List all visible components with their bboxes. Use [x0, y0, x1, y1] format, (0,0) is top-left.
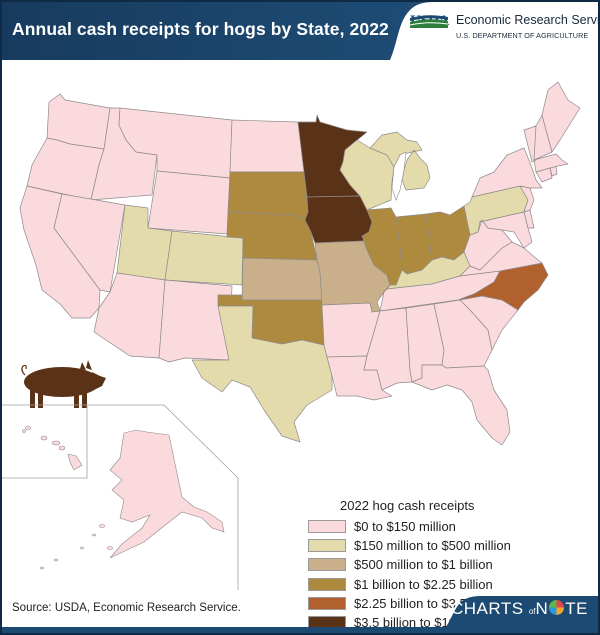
legend-item: $0 to $150 million [308, 517, 511, 536]
map-legend: 2022 hog cash receipts $0 to $150 millio… [308, 498, 511, 632]
page-title: Annual cash receipts for hogs by State, … [12, 19, 389, 39]
state-colorado[interactable] [164, 230, 244, 286]
us-map: 2022 hog cash receipts $0 to $150 millio… [2, 60, 598, 630]
lake-michigan [391, 151, 407, 201]
state-nevada[interactable] [53, 193, 126, 293]
pig-silhouette-icon [21, 360, 106, 408]
legend-item: $500 million to $1 billion [308, 555, 511, 574]
pie-chart-icon [549, 600, 565, 615]
legend-swatch [308, 577, 346, 591]
state-new-york[interactable] [471, 147, 543, 198]
usda-mark: USDA [410, 12, 450, 30]
state-vermont[interactable] [523, 125, 537, 163]
legend-item: $1 billion to $2.25 billion [308, 575, 511, 594]
legend-swatch [308, 520, 346, 534]
state-alaska[interactable] [109, 429, 225, 559]
state-massachusetts[interactable] [533, 153, 569, 173]
legend-swatch [308, 558, 346, 572]
state-north-carolina[interactable] [457, 262, 549, 311]
usda-ers-logo: USDA Economic Research Service U.S. DEPA… [368, 2, 598, 60]
legend-item: $150 million to $500 million [308, 536, 511, 555]
state-wyoming[interactable] [147, 170, 231, 235]
legend-swatch [308, 596, 346, 610]
legend-title: 2022 hog cash receipts [340, 498, 475, 513]
legend-label: $150 million to $500 million [354, 538, 511, 554]
source-note: Source: USDA, Economic Research Service. [12, 602, 241, 614]
footer-bar [2, 627, 598, 633]
agency-name: Economic Research Service [456, 13, 600, 27]
state-north-dakota[interactable] [229, 119, 305, 173]
legend-label: $1 billion to $2.25 billion [354, 576, 493, 592]
state-maine[interactable] [541, 81, 581, 153]
charts-of-note-wordmark: CHARTS ofN TE [450, 599, 588, 618]
state-ohio[interactable] [425, 205, 471, 261]
state-kansas[interactable] [241, 257, 323, 301]
usda-field-icon [410, 15, 448, 28]
state-texas[interactable] [191, 305, 333, 443]
department-name: U.S. DEPARTMENT OF AGRICULTURE [456, 31, 589, 40]
legend-swatch [308, 539, 346, 553]
state-new-mexico[interactable] [158, 279, 233, 363]
alaska-aleutians [39, 524, 114, 570]
legend-label: $500 million to $1 billion [354, 557, 493, 573]
legend-label: $0 to $150 million [354, 519, 456, 535]
state-hawaii[interactable] [22, 425, 83, 471]
footer: Source: USDA, Economic Research Service.… [2, 589, 598, 633]
inset-frames [2, 404, 239, 590]
state-florida[interactable] [411, 364, 511, 446]
charts-of-note-logo: CHARTS ofN TE [438, 589, 598, 633]
us-map-svg [2, 81, 581, 590]
header-banner: Annual cash receipts for hogs by State, … [2, 2, 598, 60]
